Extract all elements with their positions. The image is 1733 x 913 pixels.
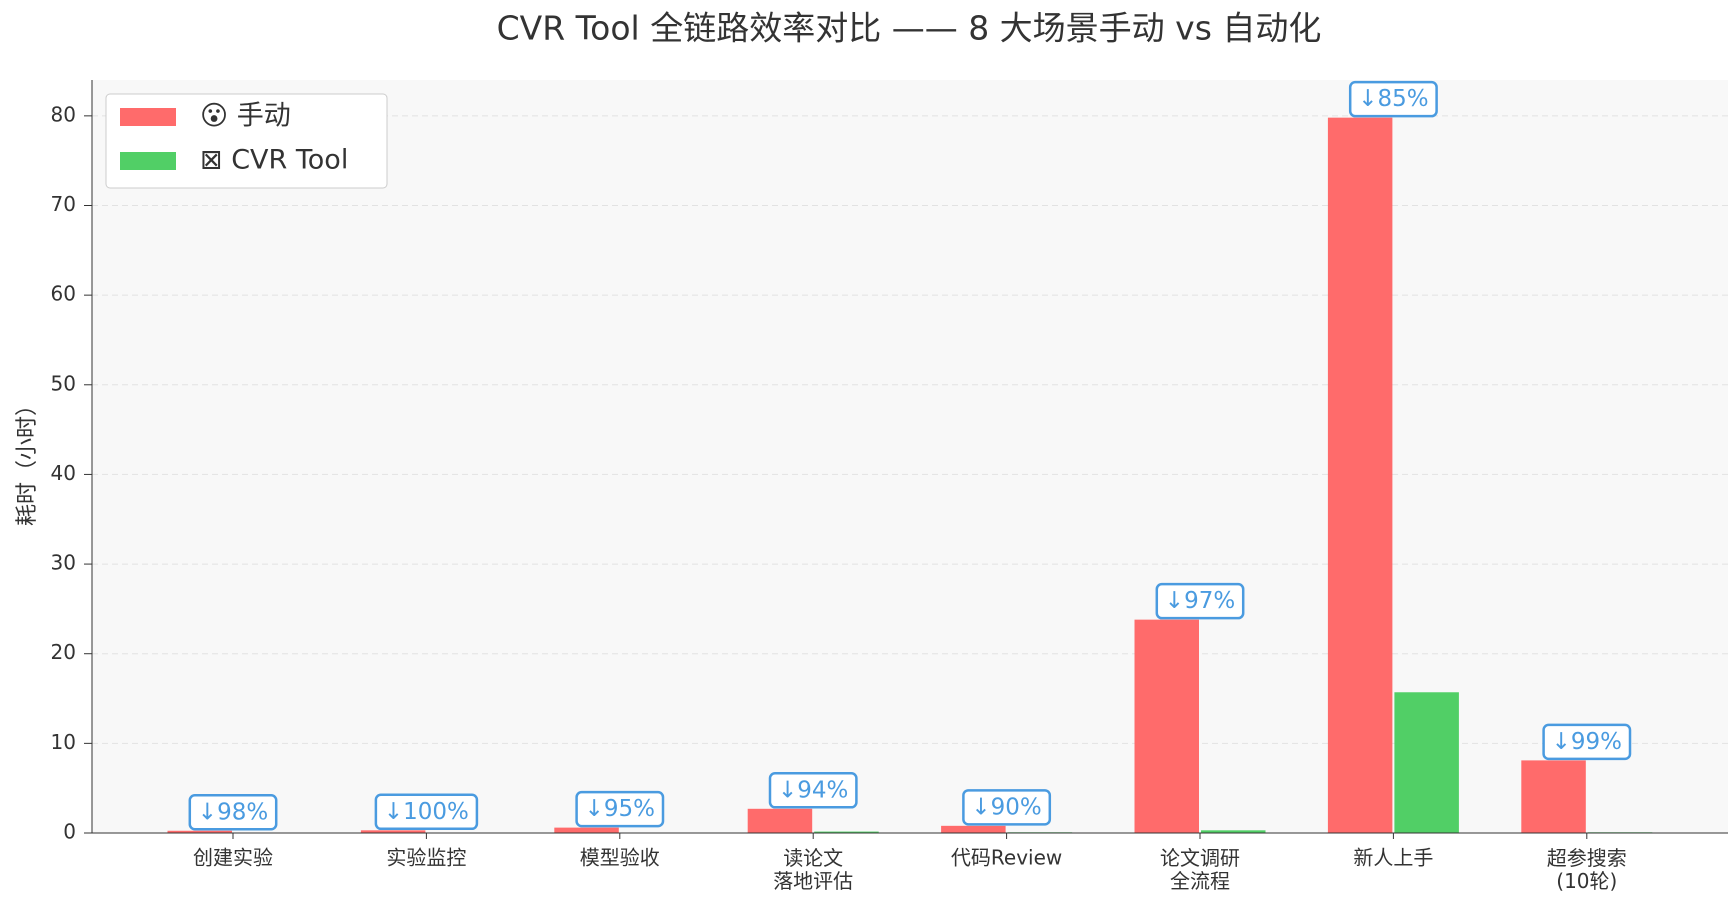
bar xyxy=(941,825,1006,833)
annotation-label: ↓95% xyxy=(585,796,655,822)
annotation-label: ↓90% xyxy=(971,794,1041,820)
bar xyxy=(747,808,813,833)
y-tick-label: 60 xyxy=(51,282,76,306)
bar xyxy=(1201,830,1266,833)
legend-box xyxy=(105,93,388,189)
annotation-label: ↓85% xyxy=(1358,86,1428,112)
legend-swatch xyxy=(120,108,176,126)
annotation-box xyxy=(1155,582,1245,620)
bar xyxy=(1327,117,1393,833)
y-tick-label: 80 xyxy=(51,102,76,126)
bar xyxy=(167,830,232,833)
annotation-box xyxy=(1348,80,1438,118)
bar xyxy=(1521,760,1586,833)
bar xyxy=(814,831,879,833)
annotation: ↓98% xyxy=(188,794,278,831)
legend-label: 😮 手动 xyxy=(200,101,291,132)
x-tick-label: 超参搜索(10轮) xyxy=(1547,846,1627,893)
legend-label: ⊠ CVR Tool xyxy=(200,145,348,176)
x-tick-label: 代码Review xyxy=(951,846,1062,870)
x-tick-label: 读论文落地评估 xyxy=(773,846,853,893)
annotation: ↓85% xyxy=(1348,80,1438,118)
legend-swatch xyxy=(120,152,176,170)
y-tick-label: 0 xyxy=(63,820,76,844)
annotation-box xyxy=(1542,723,1632,761)
y-tick-label: 30 xyxy=(51,551,76,575)
bar xyxy=(360,830,426,833)
annotation: ↓90% xyxy=(962,789,1052,826)
annotation-label: ↓98% xyxy=(198,799,268,825)
bar xyxy=(1394,692,1459,833)
y-tick-label: 50 xyxy=(51,371,76,395)
annotation-box xyxy=(575,790,665,828)
y-tick-label: 40 xyxy=(51,461,76,485)
x-tick-label: 实验监控 xyxy=(386,846,466,870)
bar xyxy=(1134,619,1199,833)
chart-title: CVR Tool 全链路效率对比 —— 8 大场景手动 vs 自动化 xyxy=(497,9,1322,48)
y-tick-label: 20 xyxy=(51,640,76,664)
y-tick-label: 70 xyxy=(51,192,76,216)
annotation-box xyxy=(188,794,278,831)
x-tick-label: 模型验收 xyxy=(580,846,660,870)
annotation: ↓95% xyxy=(575,790,665,828)
annotation: ↓97% xyxy=(1155,582,1245,620)
annotation-box xyxy=(768,772,858,809)
y-axis-label: 耗时（小时） xyxy=(15,394,40,526)
annotation-label: ↓94% xyxy=(778,777,848,803)
annotation-label: ↓99% xyxy=(1552,729,1622,755)
annotation-box xyxy=(374,793,479,831)
annotation: ↓100% xyxy=(374,793,479,831)
x-tick-label: 论文调研全流程 xyxy=(1160,846,1240,893)
annotation-label: ↓97% xyxy=(1165,588,1235,614)
legend: 😮 手动 ⊠ CVR Tool xyxy=(105,93,388,189)
annotation-label: ↓100% xyxy=(384,799,469,825)
x-tick-label: 创建实验 xyxy=(193,846,273,870)
bar xyxy=(554,827,619,833)
annotation: ↓99% xyxy=(1542,723,1632,761)
plot-area xyxy=(92,80,1728,833)
x-tick-label: 新人上手 xyxy=(1353,846,1433,870)
annotation: ↓94% xyxy=(768,772,858,809)
y-tick-label: 10 xyxy=(51,730,76,754)
annotation-box xyxy=(962,789,1052,826)
